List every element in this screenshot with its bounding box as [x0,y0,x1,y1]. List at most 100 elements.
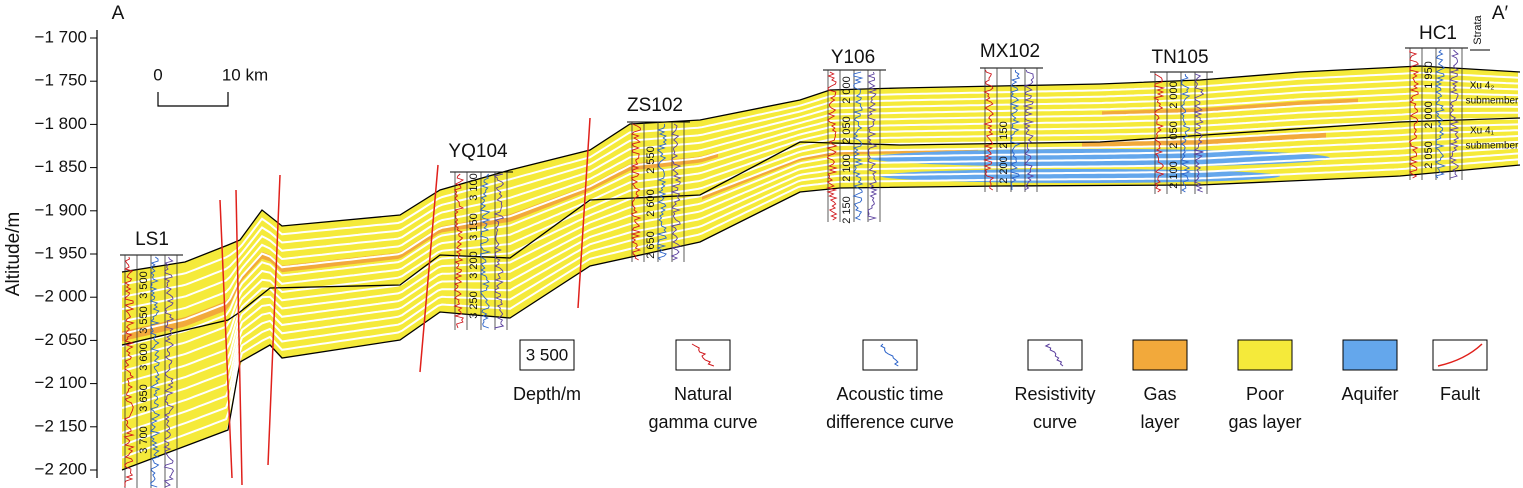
log-curve [1153,73,1166,193]
depth-label: 3 500 [138,271,150,299]
layer-boundary [121,135,1519,410]
log-curve [852,71,864,221]
layer-boundary [121,71,1519,286]
well: MX102 2 150 2 200 [980,41,1043,192]
strata-title: Strata [1472,14,1484,44]
log-curve [866,71,878,221]
log-curve [656,123,668,261]
tick-label: −2 050 [35,330,87,349]
formation-boundary [121,65,1521,273]
layer-boundary [121,129,1519,397]
legend-swatch [675,339,731,371]
well-name: HC1 [1419,23,1457,44]
depth-label: 2 600 [645,189,657,217]
depth-label: 3 650 [138,384,150,412]
legend-label: gas layer [1228,412,1301,432]
depth-label: 2 050 [1168,121,1180,149]
log-curve [493,173,505,329]
legend-label: layer [1140,412,1179,432]
depth-label: 2 150 [998,121,1010,149]
layer-boundary [121,123,1519,385]
fault [235,189,243,486]
legend-label: Poor [1246,384,1284,404]
log-curve [1022,69,1035,191]
log-curve [149,256,161,488]
legend-label: gamma curve [648,412,757,432]
depth-label: 3 150 [468,213,480,241]
legend-curve [691,343,715,367]
well-name: ZS102 [627,95,683,116]
layer-boundary [121,111,1518,360]
legend-swatch [1342,339,1398,371]
tick-label: −2 000 [35,287,87,306]
well: HC1 1 950 2 000 2 050 [1405,23,1468,180]
layer-boundary [121,140,1519,422]
legend-swatch [1027,339,1083,371]
poor-gas-layer [122,66,1518,470]
well-name: TN105 [1151,47,1208,68]
tick-label: −2 100 [35,373,87,392]
strata-unit: submember [1466,96,1519,107]
well-name: YQ104 [448,141,508,162]
log-curve [1009,69,1021,191]
tick-label: −1 750 [35,71,87,90]
log-curve [982,69,995,191]
depth-label: 2 200 [998,156,1010,184]
log-curve [670,123,682,261]
strata-unit: Xu 4₂ [1470,81,1495,92]
depth-label: 2 100 [1168,161,1180,189]
fault [577,117,591,309]
legend-label: Resistivity [1014,384,1095,404]
log-curve [630,123,642,261]
depth-label: 3 700 [138,426,150,454]
depth-label: 2 000 [1423,101,1435,129]
layer-boundary [121,105,1518,348]
gas-layer [1082,132,1326,148]
legend-label: Natural [674,384,732,404]
legend-label: Depth/m [513,384,581,404]
depth-label: 2 050 [841,116,853,144]
formation-boundary [121,164,1521,471]
formation-boundary [121,117,1521,346]
log-curve [1180,73,1191,193]
fault [419,164,439,373]
tick-label: −1 850 [35,157,87,176]
legend-label: Acoustic time [836,384,943,404]
depth-label: 2 650 [645,231,657,259]
log-curve [123,256,135,488]
well: LS1 3 500 3 550 3 600 3 650 3 700 [120,229,183,488]
strata-unit: submember [1466,141,1519,152]
legend-label: curve [1033,412,1077,432]
depth-label: 2 550 [645,146,657,174]
log-curve [1193,73,1205,193]
layer-boundary [121,146,1519,434]
log-curve [1448,49,1460,179]
layer-boundary [121,85,1519,311]
well: TN105 2 000 2 050 2 100 [1150,47,1213,194]
layer-boundary [121,78,1519,298]
legend-label: difference curve [826,412,954,432]
corner-label: A [112,3,125,24]
layer-boundary [121,117,1519,372]
log-curve [1408,49,1420,179]
well: YQ104 3 100 3 150 3 200 3 250 [448,141,513,330]
legend-swatch [1237,339,1293,371]
legend-fault [1437,343,1483,367]
log-curve [163,256,175,488]
depth-label: 2 050 [1423,141,1435,169]
well-name: MX102 [980,41,1040,62]
layer-boundary [121,98,1518,335]
scale-end: 10 km [222,65,268,84]
tick-label: −1 700 [35,27,87,46]
legend-label: Aquifer [1341,384,1398,404]
gas-layer [122,151,718,342]
well: Y106 2 000 2 050 2 100 2 150 [823,47,886,224]
depth-label: 3 200 [468,251,480,279]
log-curve [1434,49,1446,179]
layer-boundary [121,158,1519,459]
tick-label: −1 900 [35,200,87,219]
tick-label: −2 200 [35,459,87,478]
depth-label: 3 550 [138,306,150,334]
depth-label: 3 250 [468,291,480,319]
